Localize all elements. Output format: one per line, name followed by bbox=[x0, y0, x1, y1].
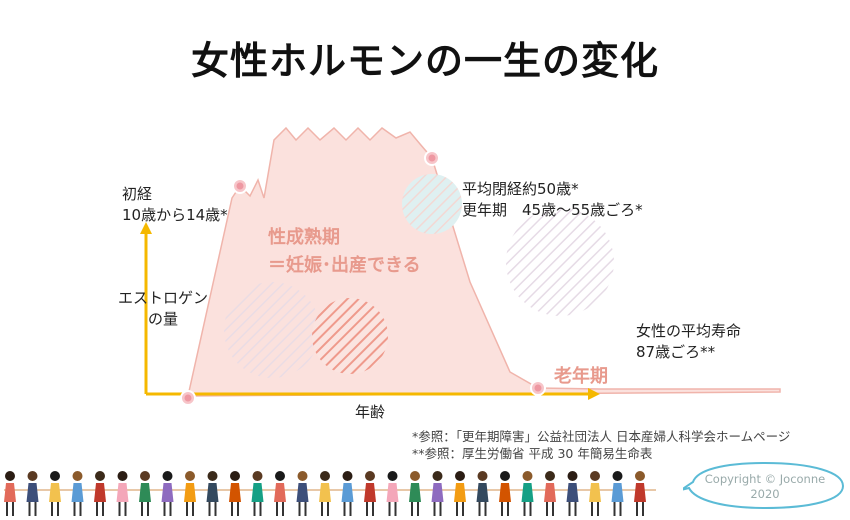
person-figure bbox=[116, 471, 129, 516]
marker-menarche bbox=[232, 178, 248, 194]
person-figure bbox=[431, 471, 444, 516]
menarche-label: 初経 10歳から14歳* bbox=[122, 185, 228, 224]
y-axis-label: エストロゲン の量 bbox=[118, 289, 209, 328]
marker-birth bbox=[180, 390, 196, 406]
marker-old-age bbox=[530, 380, 546, 396]
reference-note: **参照：厚生労働省 平成 30 年簡易生命表 bbox=[412, 446, 653, 461]
speech-bubble-icon bbox=[680, 461, 845, 510]
marker-menopause bbox=[424, 150, 440, 166]
person-figure bbox=[521, 471, 534, 516]
person-figure bbox=[386, 471, 399, 516]
bubble-light-right bbox=[506, 208, 614, 316]
people-illustration bbox=[4, 471, 656, 516]
x-axis-arrow bbox=[588, 388, 600, 400]
person-figure bbox=[589, 471, 601, 516]
copyright-text: Copyright © Joconne 2020 bbox=[704, 472, 826, 501]
old-age-label: 老年期 bbox=[554, 366, 608, 387]
person-figure bbox=[49, 471, 61, 516]
person-figure bbox=[274, 471, 286, 516]
reproductive-period-label: 性成熟期 ＝妊娠･出産できる bbox=[268, 227, 421, 276]
x-axis-label: 年齢 bbox=[355, 403, 386, 421]
person-figure bbox=[184, 471, 196, 516]
person-figure bbox=[566, 471, 579, 516]
person-figure bbox=[341, 471, 354, 516]
bubble-light-left bbox=[224, 282, 320, 378]
person-figure bbox=[611, 471, 624, 516]
reference-notes: *参照：「更年期障害」公益社団法人 日本産婦人科学会ホームページ **参照：厚生… bbox=[412, 428, 790, 462]
bubble-teal bbox=[402, 174, 462, 234]
person-figure bbox=[476, 471, 489, 516]
y-axis-arrow bbox=[140, 222, 152, 234]
person-figure bbox=[454, 471, 466, 516]
person-figure bbox=[319, 471, 331, 516]
person-figure bbox=[364, 471, 376, 516]
person-figure bbox=[296, 471, 309, 516]
menopause-label: 平均閉経約50歳* 更年期 45歳～55歳ごろ* bbox=[462, 180, 643, 219]
person-figure bbox=[161, 471, 174, 516]
copyright-bubble: Copyright © Joconne 2020 bbox=[680, 460, 847, 510]
life-expectancy-label: 女性の平均寿命 87歳ごろ** bbox=[636, 322, 742, 361]
person-figure bbox=[206, 471, 219, 516]
person-figure bbox=[251, 471, 264, 516]
person-figure bbox=[4, 471, 16, 516]
person-figure bbox=[71, 471, 84, 516]
person-figure bbox=[544, 471, 556, 516]
person-figure bbox=[139, 471, 151, 516]
person-figure bbox=[499, 471, 511, 516]
person-figure bbox=[409, 471, 421, 516]
person-figure bbox=[26, 471, 39, 516]
page-title: 女性ホルモンの一生の変化 bbox=[190, 39, 659, 83]
person-figure bbox=[94, 471, 106, 516]
reference-note: *参照：「更年期障害」公益社団法人 日本産婦人科学会ホームページ bbox=[412, 429, 791, 444]
person-figure bbox=[634, 471, 646, 516]
person-figure bbox=[229, 471, 241, 516]
bubble-pink bbox=[312, 298, 388, 374]
